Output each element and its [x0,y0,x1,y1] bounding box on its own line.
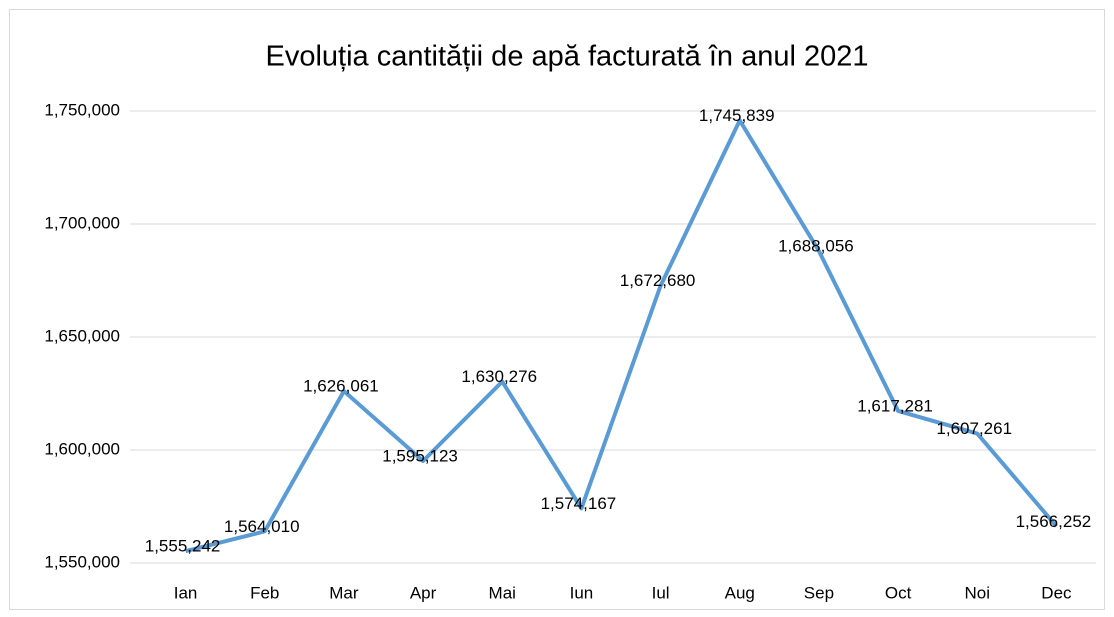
data-label: 1,564,010 [224,517,300,536]
x-tick-label: Aug [725,583,755,602]
data-label: 1,555,242 [145,537,221,556]
data-label: 1,630,276 [461,367,537,386]
y-tick-label: 1,700,000 [44,213,120,232]
x-tick-label: Feb [250,583,279,602]
x-tick-label: Oct [885,583,912,602]
x-tick-label: Iul [652,583,670,602]
x-tick-label: Mai [489,583,516,602]
data-label: 1,617,281 [857,396,933,415]
x-tick-label: Ian [174,583,198,602]
data-label: 1,672,680 [620,271,696,290]
y-tick-label: 1,750,000 [44,100,120,119]
chart-title: Evoluția cantității de apă facturată în … [266,41,869,73]
data-label: 1,626,061 [303,377,379,396]
chart-border [9,9,1105,610]
data-label: 1,745,839 [699,106,775,125]
data-label: 1,566,252 [1016,512,1092,531]
x-tick-label: Sep [804,583,834,602]
x-tick-label: Noi [964,583,990,602]
line [185,118,1058,554]
x-tick-label: Iun [570,583,594,602]
x-tick-label: Apr [410,583,437,602]
data-label: 1,688,056 [778,236,854,255]
data-label: 1,607,261 [936,419,1012,438]
x-tick-label: Mar [329,583,359,602]
y-tick-label: 1,550,000 [44,552,120,571]
y-tick-label: 1,650,000 [44,326,120,345]
data-label: 1,574,167 [541,494,617,513]
y-tick-label: 1,600,000 [44,439,120,458]
data-label: 1,595,123 [382,447,458,466]
x-tick-label: Dec [1041,583,1072,602]
